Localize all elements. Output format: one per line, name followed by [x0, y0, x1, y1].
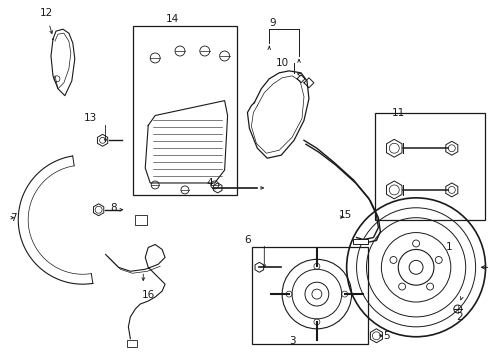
Text: 8: 8 [110, 203, 117, 213]
Text: 1: 1 [445, 243, 452, 252]
Text: 15: 15 [339, 210, 352, 220]
Bar [133, 26, 237, 195]
Text: 7: 7 [10, 213, 17, 223]
Bar [353, 239, 368, 244]
Text: 14: 14 [166, 14, 179, 24]
Text: 2: 2 [456, 312, 463, 322]
Bar [135, 215, 147, 225]
Bar [375, 113, 485, 220]
Text: 13: 13 [84, 113, 98, 123]
Text: 11: 11 [392, 108, 405, 117]
Text: 10: 10 [275, 58, 289, 68]
Bar [127, 340, 137, 347]
Text: 12: 12 [39, 8, 52, 18]
Text: 3: 3 [289, 336, 295, 346]
Text: 4: 4 [206, 178, 213, 188]
Bar [252, 247, 368, 344]
Text: 5: 5 [383, 331, 390, 341]
Text: 6: 6 [244, 234, 251, 244]
Text: 9: 9 [269, 18, 275, 28]
Text: 16: 16 [142, 290, 155, 300]
